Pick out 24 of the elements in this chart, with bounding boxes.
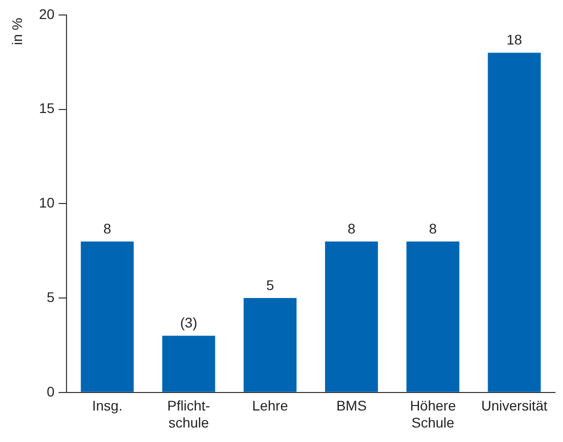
y-axis-title: in % (8, 18, 25, 45)
data-label: 8 (103, 220, 112, 236)
y-tick-label: 5 (46, 288, 55, 305)
data-label: 18 (506, 32, 522, 48)
bar (80, 241, 134, 392)
x-tick-label: Pflicht- schule (167, 398, 210, 430)
y-tick-label: 10 (38, 194, 55, 211)
bar (406, 241, 460, 392)
bar (162, 336, 216, 392)
y-tick-label: 0 (46, 383, 55, 400)
data-label: (3) (180, 314, 198, 331)
data-label: 8 (348, 220, 356, 236)
y-tick-label: 15 (38, 100, 55, 116)
x-tick-label: Universität (481, 398, 548, 414)
bar (325, 241, 378, 392)
bar (244, 298, 297, 392)
data-label: 8 (428, 220, 437, 236)
bar (488, 52, 541, 392)
x-tick-label: Lehre (252, 398, 288, 414)
x-tick-label: BMS (336, 398, 367, 414)
x-tick-label: Insg. (92, 398, 122, 414)
data-label: 5 (266, 276, 274, 293)
x-tick-label: Höhere Schule (410, 398, 456, 430)
y-tick-label: 20 (38, 6, 55, 22)
